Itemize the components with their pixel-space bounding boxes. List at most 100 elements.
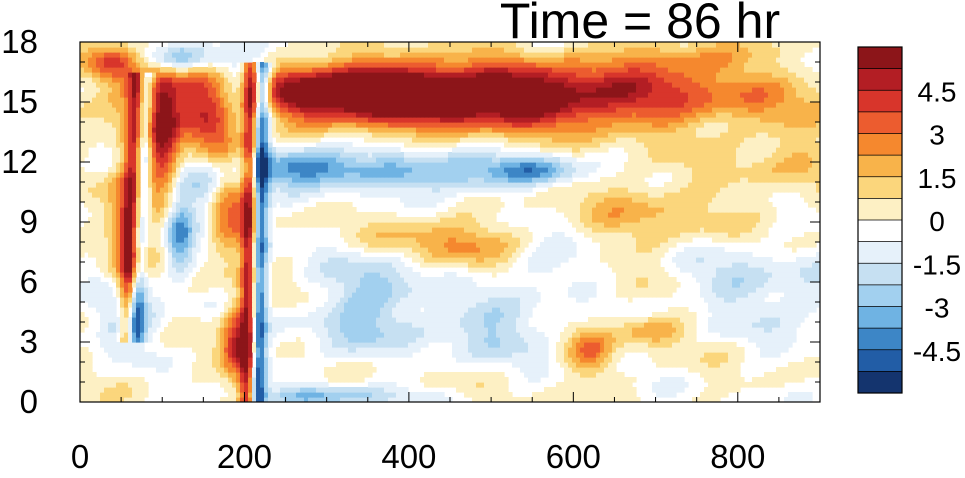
heatmap-cell [612, 262, 617, 268]
heatmap-cell [372, 332, 377, 338]
heatmap-cell [316, 262, 321, 268]
heatmap-cell [684, 227, 689, 233]
heatmap-cell [632, 397, 637, 402]
heatmap-cell [740, 307, 745, 313]
heatmap-cell [168, 252, 173, 258]
heatmap-cell [104, 347, 109, 353]
heatmap-cell [240, 287, 245, 293]
heatmap-cell [100, 377, 105, 383]
heatmap-cell [708, 272, 713, 278]
heatmap-cell [420, 337, 425, 343]
heatmap-cell [276, 222, 281, 228]
heatmap-cell [804, 362, 809, 368]
heatmap-cell [260, 217, 265, 223]
heatmap-cell [312, 317, 317, 323]
heatmap-cell [368, 232, 373, 238]
heatmap-cell [636, 232, 641, 238]
heatmap-cell [488, 332, 493, 338]
heatmap-cell [752, 302, 757, 308]
heatmap-cell [452, 312, 457, 318]
heatmap-cell [788, 342, 793, 348]
heatmap-cell [284, 387, 289, 393]
heatmap-cell [328, 377, 333, 383]
heatmap-cell [384, 237, 389, 243]
heatmap-cell [208, 277, 213, 283]
heatmap-cell [320, 322, 325, 328]
heatmap-cell [528, 302, 533, 308]
heatmap-cell [356, 287, 361, 293]
heatmap-cell [816, 367, 820, 373]
heatmap-cell [468, 297, 473, 303]
heatmap-cell [216, 252, 221, 258]
heatmap-cell [352, 232, 357, 238]
heatmap-cell [356, 237, 361, 243]
heatmap-cell [704, 212, 709, 218]
heatmap-cell [472, 372, 477, 378]
heatmap-cell [604, 382, 609, 388]
heatmap-cell [244, 382, 249, 388]
heatmap-cell [236, 267, 241, 273]
heatmap-cell [708, 327, 713, 333]
heatmap-cell [620, 377, 625, 383]
heatmap-cell [140, 222, 145, 228]
heatmap-cell [356, 292, 361, 298]
heatmap-cell [204, 277, 209, 283]
heatmap-cell [700, 277, 705, 283]
heatmap-cell [472, 237, 477, 243]
heatmap-cell [508, 297, 513, 303]
heatmap-cell [780, 372, 785, 378]
heatmap-cell [140, 237, 145, 243]
heatmap-cell [104, 292, 109, 298]
heatmap-cell [240, 392, 245, 398]
heatmap-cell [684, 247, 689, 253]
heatmap-cell [800, 242, 805, 248]
heatmap-cell [196, 327, 201, 333]
heatmap-cell [128, 232, 133, 238]
heatmap-cell [232, 302, 237, 308]
heatmap-cell [96, 217, 101, 223]
heatmap-cell [680, 237, 685, 243]
heatmap-cell [300, 397, 305, 402]
heatmap-cell [332, 392, 337, 398]
heatmap-cell [260, 242, 265, 248]
heatmap-cell [656, 342, 661, 348]
heatmap-cell [452, 352, 457, 358]
heatmap-cell [464, 212, 469, 218]
heatmap-cell [580, 322, 585, 328]
heatmap-cell [256, 332, 261, 338]
heatmap-cell [588, 227, 593, 233]
heatmap-cell [384, 397, 389, 402]
heatmap-cell [756, 382, 761, 388]
heatmap-cell [700, 392, 705, 398]
heatmap-cell [512, 257, 517, 263]
heatmap-cell [400, 222, 405, 228]
heatmap-cell [304, 397, 309, 402]
heatmap-cell [648, 287, 653, 293]
heatmap-cell [236, 217, 241, 223]
heatmap-cell [580, 367, 585, 373]
heatmap-cell [204, 302, 209, 308]
heatmap-cell [188, 262, 193, 268]
heatmap-cell [356, 212, 361, 218]
heatmap-cell [504, 357, 509, 363]
heatmap-cell [136, 247, 141, 253]
heatmap-cell [736, 222, 741, 228]
heatmap-cell [608, 392, 613, 398]
heatmap-cell [736, 217, 741, 223]
heatmap-cell [268, 372, 273, 378]
heatmap-cell [764, 337, 769, 343]
heatmap-cell [116, 287, 121, 293]
heatmap-cell [576, 377, 581, 383]
heatmap-cell [240, 302, 245, 308]
heatmap-cell [700, 262, 705, 268]
heatmap-cell [204, 347, 209, 353]
heatmap-cell [592, 387, 597, 393]
heatmap-cell [332, 287, 337, 293]
heatmap-cell [752, 217, 757, 223]
heatmap-cell [608, 357, 613, 363]
heatmap-cell [264, 377, 269, 383]
heatmap-cell [196, 332, 201, 338]
heatmap-cell [428, 337, 433, 343]
heatmap-cell [244, 227, 249, 233]
heatmap-cell [668, 332, 673, 338]
